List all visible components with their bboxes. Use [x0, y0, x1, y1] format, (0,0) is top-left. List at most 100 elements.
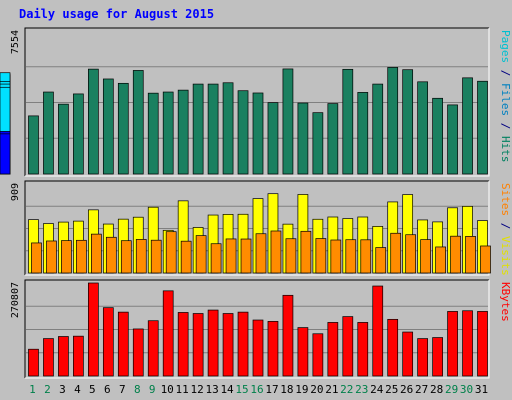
- x-tick-label-7: 7: [119, 383, 126, 396]
- bar-kbytes-20: [312, 333, 324, 377]
- bar-sites-27: [420, 239, 431, 274]
- x-tick-label-28: 28: [430, 383, 443, 396]
- bar-kbytes-1: [28, 348, 39, 377]
- panel-hits-legend-part-1: Pages: [499, 30, 512, 63]
- panel-hits-border-light: [25, 28, 490, 177]
- bar-hits-24: [372, 83, 384, 175]
- bar-kbytes-26: [402, 331, 414, 377]
- x-tick-label-29: 29: [445, 383, 458, 396]
- bar-sites-7: [120, 240, 132, 274]
- bar-hits-31: [477, 80, 488, 175]
- bar-hits-23: [357, 92, 369, 175]
- bar-hits-18: [282, 68, 294, 175]
- series-kbytes: [28, 282, 488, 377]
- x-tick-label-15: 15: [235, 383, 248, 396]
- bar-hits-7: [117, 82, 129, 175]
- x-tick-label-21: 21: [325, 383, 338, 396]
- bar-kbytes-6: [102, 307, 114, 377]
- bar-hits-12: [192, 83, 204, 175]
- panel-visits-legend: Sites / Visits: [499, 183, 512, 276]
- bar-sites-24: [375, 247, 387, 274]
- panel-kbytes-legend-part-1: KBytes: [499, 282, 512, 322]
- panel-hits: 7554 Pages / Files / Hits: [0, 27, 512, 177]
- bar-sites-16: [255, 233, 267, 274]
- bar-kbytes-4: [73, 335, 84, 377]
- bar-sites-4: [76, 239, 87, 274]
- x-tick-label-10: 10: [161, 383, 174, 396]
- bar-sites-21: [330, 239, 342, 274]
- bar-sites-10: [165, 231, 177, 274]
- bar-kbytes-19: [297, 327, 309, 377]
- x-tick-label-12: 12: [191, 383, 204, 396]
- bar-sites-12: [195, 235, 207, 274]
- series-pages: [0, 131, 11, 175]
- bar-kbytes-21: [327, 322, 339, 377]
- bar-kbytes-17: [267, 321, 279, 377]
- bar-kbytes-10: [162, 290, 174, 377]
- bar-kbytes-2: [43, 338, 54, 377]
- x-tick-label-16: 16: [250, 383, 263, 396]
- bar-hits-26: [402, 69, 414, 175]
- x-tick-label-22: 22: [340, 383, 353, 396]
- bar-kbytes-25: [387, 318, 399, 377]
- panel-visits-border-dark: [24, 180, 489, 275]
- bar-hits-27: [417, 81, 428, 175]
- bar-hits-5: [88, 68, 99, 175]
- bar-kbytes-24: [372, 285, 384, 377]
- x-tick-label-14: 14: [220, 383, 234, 396]
- bar-sites-28: [435, 246, 446, 274]
- bar-hits-1: [28, 115, 39, 175]
- panel-visits: 909 Sites / Visits: [10, 180, 512, 276]
- bar-sites-3: [61, 240, 72, 274]
- bar-kbytes-29: [447, 311, 458, 377]
- bar-sites-20: [315, 238, 327, 274]
- bar-sites-29: [450, 235, 461, 274]
- bar-hits-16: [252, 92, 264, 175]
- bar-hits-14: [222, 82, 234, 175]
- panel-hits-border-dark: [24, 27, 489, 176]
- bar-kbytes-3: [58, 336, 69, 377]
- x-tick-label-31: 31: [475, 383, 488, 396]
- bar-kbytes-27: [417, 338, 428, 377]
- panel-hits-legend-part-3: Files: [499, 83, 512, 116]
- panel-kbytes-border-light: [25, 280, 490, 379]
- panel-visits-legend-part-2: /: [499, 216, 512, 236]
- series-sites: [31, 230, 491, 274]
- bar-hits-6: [102, 78, 114, 175]
- bar-kbytes-14: [222, 313, 234, 377]
- x-tick-label-1: 1: [29, 383, 36, 396]
- bar-hits-4: [73, 93, 84, 175]
- panel-kbytes: 270807 KBytes: [10, 279, 512, 379]
- bar-sites-15: [240, 238, 252, 274]
- bar-sites-5: [91, 233, 102, 274]
- bar-sites-18: [285, 238, 297, 274]
- bar-kbytes-5: [88, 282, 99, 377]
- bar-sites-11: [180, 240, 192, 274]
- bar-sites-13: [210, 243, 222, 274]
- bar-kbytes-8: [132, 328, 144, 377]
- bar-sites-31: [480, 245, 491, 274]
- x-tick-label-18: 18: [280, 383, 293, 396]
- bar-kbytes-28: [432, 337, 443, 377]
- bar-sites-9: [150, 239, 162, 274]
- bar-hits-9: [147, 92, 159, 175]
- panel-visits-legend-part-1: Sites: [499, 183, 512, 216]
- x-tick-label-27: 27: [415, 383, 428, 396]
- panel-visits-border-light: [25, 181, 490, 276]
- x-tick-label-3: 3: [59, 383, 66, 396]
- panel-hits-legend-part-2: /: [499, 63, 512, 83]
- bar-hits-17: [267, 102, 279, 175]
- x-tick-label-30: 30: [460, 383, 473, 396]
- bar-sites-23: [360, 239, 372, 274]
- bar-hits-29: [447, 104, 458, 175]
- bar-kbytes-31: [477, 311, 488, 377]
- x-tick-label-19: 19: [295, 383, 308, 396]
- panel-hits-legend-part-4: /: [499, 116, 512, 136]
- x-tick-label-4: 4: [74, 383, 81, 396]
- bar-hits-19: [297, 102, 309, 175]
- x-tick-label-24: 24: [370, 383, 384, 396]
- panel-hits-ymax-label: 7554: [10, 30, 21, 54]
- bar-hits-22: [342, 68, 354, 175]
- bar-sites-26: [405, 234, 417, 274]
- bar-kbytes-15: [237, 311, 249, 377]
